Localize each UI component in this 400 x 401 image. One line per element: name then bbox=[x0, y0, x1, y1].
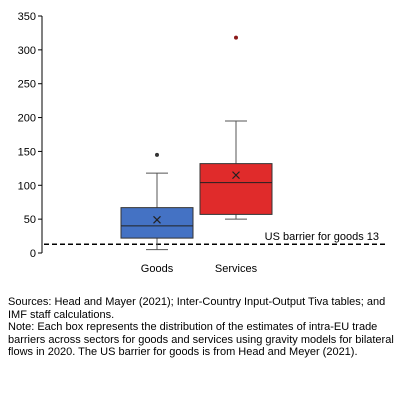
note-text: Note: Each box represents the distributi… bbox=[8, 321, 394, 359]
y-tick-label: 100 bbox=[18, 180, 36, 192]
y-tick-label: 200 bbox=[18, 113, 36, 125]
box-services bbox=[199, 35, 273, 220]
mean-marker bbox=[153, 215, 161, 224]
plot-area: US barrier for goods 13 bbox=[44, 35, 385, 251]
iqr-box bbox=[199, 163, 273, 215]
y-tick-label: 300 bbox=[18, 45, 36, 57]
mean-marker bbox=[232, 171, 240, 180]
category-label-services: Services bbox=[215, 263, 258, 275]
outlier-point bbox=[155, 152, 159, 157]
category-axis: Goods Services bbox=[141, 263, 258, 275]
y-tick-label: 250 bbox=[18, 79, 36, 91]
y-tick-label: 150 bbox=[18, 146, 36, 158]
y-tick-label: 50 bbox=[24, 214, 36, 226]
y-tick-label: 350 bbox=[18, 11, 36, 23]
box-plot-chart: 0 50 100 150 200 250 300 350 US barrier for goo… bbox=[18, 11, 385, 275]
iqr-box bbox=[120, 207, 194, 239]
sources-text: Sources: Head and Mayer (2021); Inter-Co… bbox=[8, 296, 386, 321]
category-label-goods: Goods bbox=[141, 263, 174, 275]
box-goods bbox=[120, 152, 194, 251]
chart-notes: Sources: Head and Mayer (2021); Inter-Co… bbox=[8, 296, 396, 359]
y-tick-label: 0 bbox=[30, 248, 36, 260]
us-barrier-label: US barrier for goods 13 bbox=[265, 231, 379, 243]
outlier-point bbox=[234, 35, 238, 40]
y-axis: 0 50 100 150 200 250 300 350 bbox=[18, 11, 43, 260]
